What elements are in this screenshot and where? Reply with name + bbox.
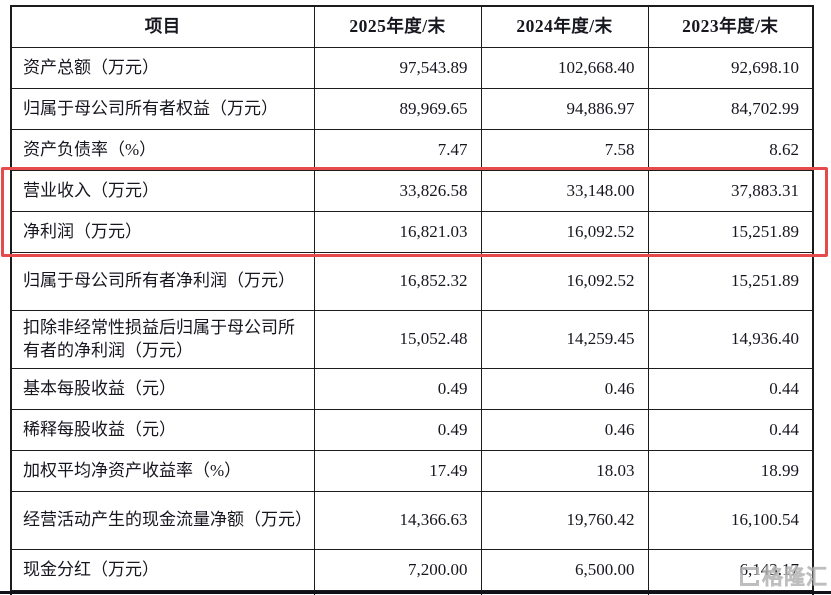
- column-header: 2023年度/末: [647, 5, 814, 48]
- cell-value: 16,092.52: [480, 252, 649, 311]
- table-body: 资产总额（万元） 97,543.89 102,668.40 92,698.10 归属于母…: [10, 47, 814, 595]
- table-row: 资产负债率（%） 7.47 7.58 8.62: [10, 129, 814, 171]
- cell-value: 37,883.31: [647, 170, 814, 212]
- cell-value: 17.49: [313, 450, 482, 492]
- cell-value: 6,500.00: [480, 549, 649, 591]
- row-label: 经营活动产生的现金流量净额（万元）: [10, 491, 315, 550]
- table-row: 经营活动产生的现金流量净额（万元） 14,366.63 19,760.42 16,10…: [10, 491, 814, 550]
- watermark-text: 格隆汇: [762, 566, 828, 590]
- cell-value: 14,259.45: [480, 310, 649, 369]
- cell-value: 7.58: [480, 129, 649, 171]
- cell-value: 0.49: [313, 368, 482, 410]
- table-header-row: 项目 2025年度/末 2024年度/末 2023年度/末: [10, 5, 814, 48]
- row-label: 营业收入（万元）: [10, 170, 315, 212]
- cell-value: 0.46: [480, 368, 649, 410]
- table-row: 营业收入（万元） 33,826.58 33,148.00 37,883.31: [10, 170, 814, 212]
- cell-value: 18.03: [480, 450, 649, 492]
- cell-value: 16,100.54: [647, 491, 814, 550]
- cell-value: 0.44: [647, 409, 814, 451]
- cell-value: 16,852.32: [313, 252, 482, 311]
- column-header: 2025年度/末: [313, 5, 482, 48]
- watermark: 格隆汇: [740, 561, 828, 591]
- cell-value: 94,886.97: [480, 88, 649, 130]
- table-row: 现金分红（万元） 7,200.00 6,500.00 6,143.17: [10, 549, 814, 591]
- cell-value: 0.44: [647, 368, 814, 410]
- table-row: 归属于母公司所有者权益（万元） 89,969.65 94,886.97 84,702.…: [10, 88, 814, 130]
- row-label: 加权平均净资产收益率（%）: [10, 450, 315, 492]
- cell-value: 89,969.65: [313, 88, 482, 130]
- table-row: 归属于母公司所有者净利润（万元） 16,852.32 16,092.52 15,251…: [10, 252, 814, 311]
- row-label: 归属于母公司所有者权益（万元）: [10, 88, 315, 130]
- cell-value: 6,143.17: [647, 549, 814, 591]
- cell-value: 92,698.10: [647, 47, 814, 89]
- table-row: 基本每股收益（元） 0.49 0.46 0.44: [10, 368, 814, 410]
- table-row: 稀释每股收益（元） 0.49 0.46 0.44: [10, 409, 814, 451]
- cell-value: 33,148.00: [480, 170, 649, 212]
- table-row: 净利润（万元） 16,821.03 16,092.52 15,251.89: [10, 211, 814, 253]
- table-row: 扣除非经常性损益后归属于母公司所有者的净利润（万元） 15,052.48 14,25…: [10, 310, 814, 369]
- cell-value: 102,668.40: [480, 47, 649, 89]
- cell-value: 15,251.89: [647, 211, 814, 253]
- column-header: 2024年度/末: [480, 5, 649, 48]
- row-label: 现金分红（万元）: [10, 549, 315, 591]
- row-label: 归属于母公司所有者净利润（万元）: [10, 252, 315, 311]
- cell-value: 14,936.40: [647, 310, 814, 369]
- cell-value: 84,702.99: [647, 88, 814, 130]
- table-row: 资产总额（万元） 97,543.89 102,668.40 92,698.10: [10, 47, 814, 89]
- cell-value: 19,760.42: [480, 491, 649, 550]
- row-label: 资产负债率（%）: [10, 129, 315, 171]
- cell-value: 14,366.63: [313, 491, 482, 550]
- cell-value: 15,052.48: [313, 310, 482, 369]
- cell-value: 8.62: [647, 129, 814, 171]
- row-label: 净利润（万元）: [10, 211, 315, 253]
- financial-summary-table: 项目 2025年度/末 2024年度/末 2023年度/末 资产总额（万元） 97,54…: [10, 5, 814, 595]
- cell-value: 18.99: [647, 450, 814, 492]
- cell-value: 15,251.89: [647, 252, 814, 311]
- cell-value: 16,821.03: [313, 211, 482, 253]
- page-bottom-divider: [0, 591, 831, 594]
- cell-value: 0.49: [313, 409, 482, 451]
- row-label: 扣除非经常性损益后归属于母公司所有者的净利润（万元）: [10, 310, 315, 369]
- row-label: 基本每股收益（元）: [10, 368, 315, 410]
- cell-value: 33,826.58: [313, 170, 482, 212]
- row-label: 稀释每股收益（元）: [10, 409, 315, 451]
- cell-value: 7,200.00: [313, 549, 482, 591]
- column-header: 项目: [10, 5, 315, 48]
- table-row: 加权平均净资产收益率（%） 17.49 18.03 18.99: [10, 450, 814, 492]
- cell-value: 7.47: [313, 129, 482, 171]
- cell-value: 97,543.89: [313, 47, 482, 89]
- cell-value: 16,092.52: [480, 211, 649, 253]
- gelonghui-logo-icon: [740, 566, 760, 586]
- cell-value: 0.46: [480, 409, 649, 451]
- row-label: 资产总额（万元）: [10, 47, 315, 89]
